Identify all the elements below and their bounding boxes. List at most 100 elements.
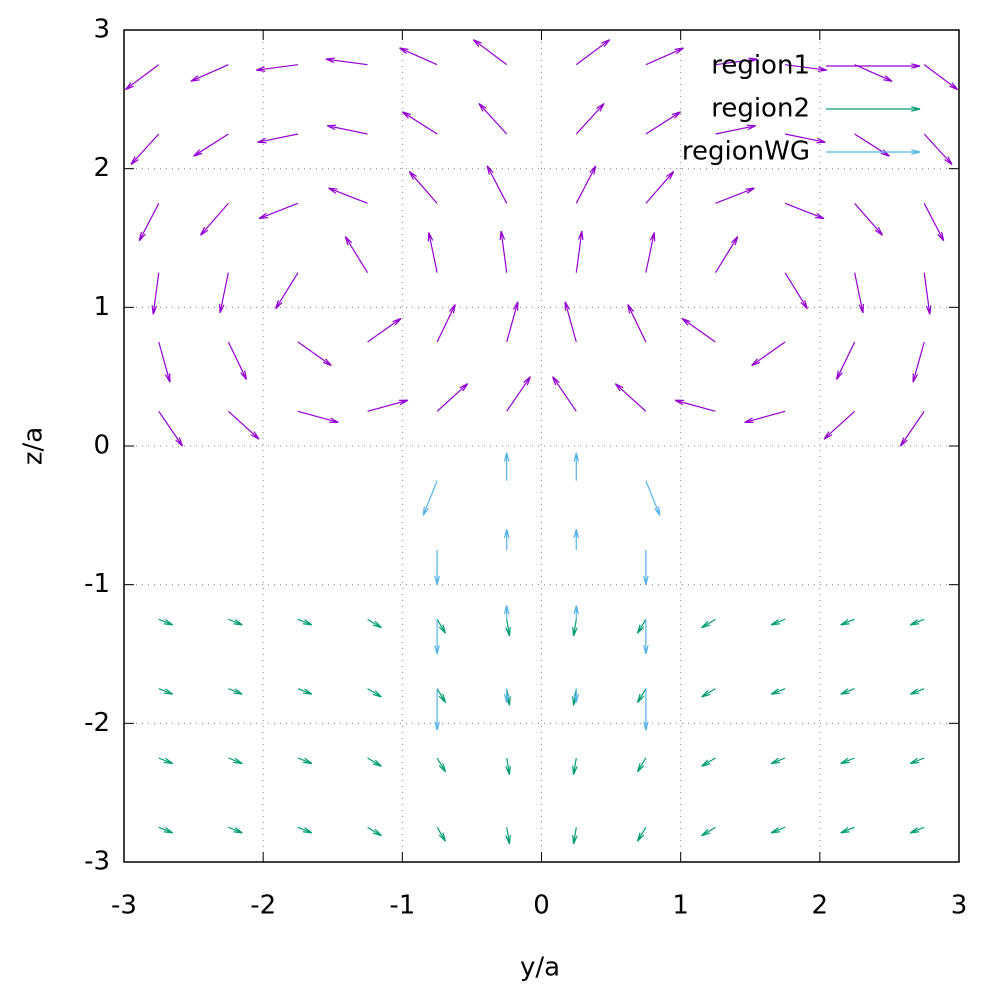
vector-arrow — [854, 64, 893, 82]
vector-arrow — [505, 619, 511, 637]
vector-arrow — [367, 688, 382, 698]
vector-arrow — [297, 341, 332, 367]
vector-arrow — [436, 827, 447, 842]
vector-arrow — [573, 452, 580, 481]
vector-arrow — [854, 202, 883, 236]
vector-arrow — [643, 550, 649, 585]
vector-arrow — [326, 124, 368, 135]
vector-arrow — [636, 619, 647, 634]
vector-arrow — [436, 688, 447, 703]
vector-arrow — [503, 529, 510, 550]
legend-swatch — [826, 63, 921, 69]
vector-arrow — [715, 187, 755, 204]
vector-arrow — [614, 383, 647, 412]
vector-arrow — [899, 410, 925, 447]
vector-arrow — [572, 757, 578, 775]
vector-arrow — [436, 619, 447, 634]
vector-arrow — [923, 203, 945, 242]
vector-arrow — [564, 301, 577, 343]
vector-arrow — [840, 688, 855, 695]
vector-arrow — [257, 133, 299, 144]
vector-arrow — [552, 376, 577, 412]
y-axis-label: z/a — [19, 427, 49, 465]
vector-arrow — [228, 688, 243, 695]
vector-arrow — [645, 480, 661, 516]
vector-arrow — [701, 688, 716, 698]
vector-arrow — [219, 272, 229, 314]
vector-arrow — [367, 399, 409, 412]
vector-arrow — [436, 757, 447, 773]
vector-arrow — [255, 64, 299, 72]
vector-arrow — [200, 202, 229, 236]
x-tick-label: -1 — [389, 891, 415, 921]
vector-arrow — [854, 272, 864, 314]
vector-arrow — [193, 133, 229, 157]
vector-arrow — [130, 133, 160, 166]
vector-arrow — [190, 64, 229, 82]
vector-arrow — [572, 619, 578, 637]
vector-arrow — [503, 452, 510, 481]
vector-arrow — [645, 170, 675, 204]
vector-arrow — [770, 757, 786, 765]
vector-arrow — [784, 272, 808, 310]
vector-arrow — [297, 757, 313, 765]
vector-arrow — [770, 688, 786, 695]
vector-arrow — [275, 272, 299, 310]
y-tick-label: 2 — [93, 153, 110, 183]
vector-arrow — [367, 757, 382, 767]
vector-arrow — [572, 827, 578, 845]
vector-arrow — [297, 688, 313, 695]
x-tick-label: 3 — [951, 891, 968, 921]
vector-arrow — [124, 64, 160, 91]
vector-arrow — [674, 399, 716, 412]
vector-arrow — [258, 202, 299, 220]
vector-arrow — [636, 757, 647, 773]
vector-arrow — [436, 304, 456, 343]
vector-arrow — [227, 410, 260, 440]
vector-arrow — [643, 688, 649, 731]
vector-arrow — [636, 688, 647, 703]
vector-arrow — [645, 111, 682, 135]
vector-arrow — [912, 341, 925, 383]
vector-arrow — [784, 133, 826, 144]
vector-arrow — [401, 111, 438, 135]
vector-arrow — [923, 64, 959, 91]
vector-arrow — [158, 826, 174, 834]
vector-arrow — [573, 688, 580, 703]
vector-arrow — [909, 688, 925, 695]
y-tick-label: -1 — [84, 569, 110, 599]
vector-arrow — [297, 826, 313, 834]
vector-arrow — [681, 317, 716, 343]
vector-arrow — [701, 757, 716, 767]
vector-arrow — [701, 618, 716, 629]
vector-arrow — [573, 529, 580, 550]
vector-arrow — [434, 619, 440, 655]
vector-arrow — [158, 688, 174, 695]
vector-arrow — [503, 605, 510, 620]
vector-arrow — [770, 826, 786, 834]
vector-arrow — [645, 232, 656, 273]
vector-arrow — [744, 410, 786, 424]
vector-arrow — [472, 39, 508, 66]
vector-arrow — [715, 57, 758, 66]
vector-arrow — [643, 619, 649, 655]
vector-arrow — [840, 618, 855, 626]
vector-arrow — [328, 187, 368, 204]
vector-arrow — [436, 383, 469, 412]
vector-arrow — [408, 170, 438, 204]
legend-label: region1 — [711, 51, 810, 81]
vector-arrow — [503, 688, 510, 703]
vector-arrow — [575, 230, 584, 273]
y-tick-label: -3 — [84, 847, 110, 877]
vector-arrow — [158, 341, 171, 383]
vector-arrow — [138, 203, 160, 242]
vector-arrow — [422, 480, 438, 516]
vector-arrow — [575, 102, 605, 135]
vector-arrow — [823, 410, 856, 440]
vector-arrow — [158, 410, 184, 447]
vector-arrow — [575, 165, 597, 204]
vector-arrow — [158, 757, 174, 765]
vector-arrow — [151, 272, 160, 315]
x-tick-label: -3 — [111, 891, 137, 921]
